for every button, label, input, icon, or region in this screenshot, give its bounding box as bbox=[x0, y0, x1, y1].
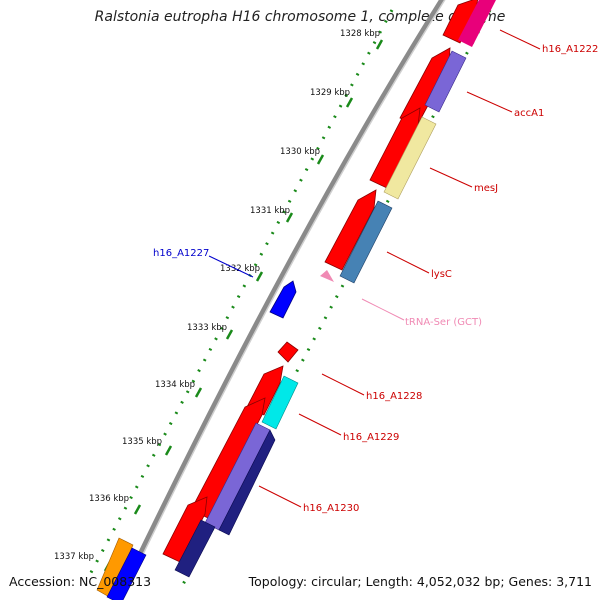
gene-block-h16_A1229[interactable] bbox=[261, 375, 299, 430]
tick-label: 1337 kbp bbox=[54, 552, 94, 562]
major-tick bbox=[194, 387, 203, 398]
gene-arrow[interactable] bbox=[324, 189, 377, 271]
chromosome-backbone-highlight bbox=[120, 0, 446, 600]
gene-label-h16_A1227[interactable]: h16_A1227 bbox=[153, 248, 209, 259]
leader-lysC bbox=[386, 251, 430, 274]
gene-block-h16_A1222[interactable] bbox=[458, 0, 497, 47]
gene-arrow[interactable] bbox=[369, 107, 421, 189]
gene-label-h16_A1228[interactable]: h16_A1228 bbox=[366, 391, 422, 402]
gene-blocks bbox=[96, 0, 497, 600]
gene-label-h16_A1230[interactable]: h16_A1230 bbox=[303, 503, 359, 514]
gene-block-accA1[interactable] bbox=[424, 50, 467, 113]
tick-label: 1330 kbp bbox=[280, 147, 320, 157]
leader-h16_A1228 bbox=[321, 373, 365, 396]
major-tick bbox=[133, 504, 142, 515]
tick-label: 1328 kbp bbox=[340, 29, 380, 39]
tick-label: 1336 kbp bbox=[89, 494, 129, 504]
major-tick bbox=[345, 97, 354, 108]
leader-h16_A1230 bbox=[258, 485, 302, 508]
gene-label-accA1[interactable]: accA1 bbox=[514, 108, 544, 119]
tick-label: 1333 kbp bbox=[187, 323, 227, 333]
gene-arrow[interactable] bbox=[190, 397, 266, 519]
gene-label-h16_A1229[interactable]: h16_A1229 bbox=[343, 432, 399, 443]
leader-mesJ bbox=[429, 167, 473, 188]
accession-text: Accession: NC_008313 bbox=[9, 574, 152, 589]
tick-label: 1329 kbp bbox=[310, 88, 350, 98]
leader-h16_A1222 bbox=[499, 29, 541, 50]
gene-arrow-h16_A1227[interactable] bbox=[269, 280, 297, 319]
gene-block-lysC[interactable] bbox=[339, 200, 393, 284]
gene-block-blue-lower[interactable] bbox=[106, 547, 147, 600]
leader-accA1 bbox=[466, 91, 513, 113]
gene-block-h16_A1230-lower[interactable] bbox=[174, 519, 216, 578]
gene-labels: h16_A1222 accA1 mesJ lysC tRNA-Ser (GCT)… bbox=[153, 44, 598, 514]
major-tick bbox=[375, 39, 384, 50]
tick-label: 1335 kbp bbox=[122, 437, 162, 447]
major-tick bbox=[255, 271, 264, 282]
tick-label: 1334 kbp bbox=[155, 380, 195, 390]
gene-arrow-h16_A1228[interactable] bbox=[277, 341, 299, 363]
chromosome-backbone bbox=[115, 0, 445, 600]
tick-label: 1331 kbp bbox=[250, 206, 290, 216]
major-tick bbox=[225, 329, 234, 340]
gene-label-tRNA-Ser[interactable]: tRNA-Ser (GCT) bbox=[405, 317, 482, 328]
gene-block-orange[interactable] bbox=[96, 537, 134, 599]
leader-tRNA bbox=[361, 298, 405, 321]
tick-label: 1332 kbp bbox=[220, 264, 260, 274]
gene-arrow[interactable] bbox=[162, 496, 208, 563]
gene-block-tRNA-Ser[interactable] bbox=[320, 270, 334, 282]
gene-block-h16_A1230[interactable] bbox=[218, 429, 276, 536]
leader-h16_A1229 bbox=[298, 413, 342, 436]
gene-label-lysC[interactable]: lysC bbox=[431, 269, 452, 280]
map-title: Ralstonia eutropha H16 chromosome 1, com… bbox=[94, 9, 506, 25]
leader-h16_A1227 bbox=[208, 255, 254, 278]
topology-text: Topology: circular; Length: 4,052,032 bp… bbox=[248, 574, 592, 589]
label-leaders bbox=[208, 29, 541, 508]
major-tick bbox=[316, 154, 325, 165]
major-tick bbox=[164, 445, 173, 456]
kbp-labels: 1328 kbp 1329 kbp 1330 kbp 1331 kbp 1332… bbox=[54, 29, 380, 562]
gene-label-mesJ[interactable]: mesJ bbox=[474, 183, 498, 194]
major-tick bbox=[285, 212, 294, 223]
forward-genes bbox=[162, 0, 479, 563]
gene-label-h16_A1222[interactable]: h16_A1222 bbox=[542, 44, 598, 55]
gene-block-mesJ[interactable] bbox=[383, 116, 437, 200]
